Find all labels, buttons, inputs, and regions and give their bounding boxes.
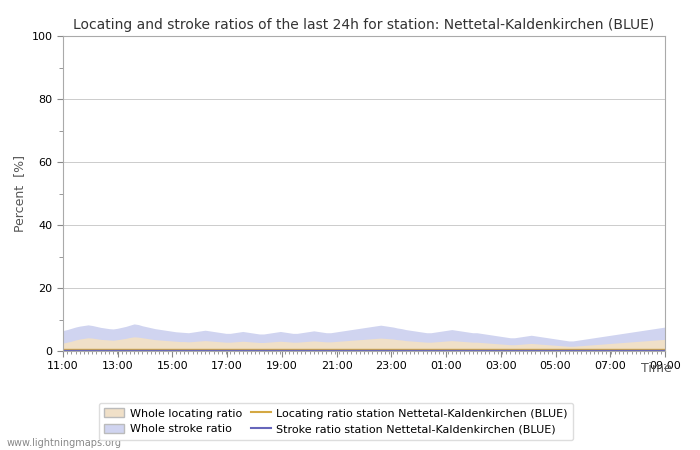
Y-axis label: Percent  [%]: Percent [%] bbox=[13, 155, 26, 232]
Title: Locating and stroke ratios of the last 24h for station: Nettetal-Kaldenkirchen (: Locating and stroke ratios of the last 2… bbox=[74, 18, 654, 32]
Legend: Whole locating ratio, Whole stroke ratio, Locating ratio station Nettetal-Kalden: Whole locating ratio, Whole stroke ratio… bbox=[99, 403, 573, 440]
Text: www.lightningmaps.org: www.lightningmaps.org bbox=[7, 438, 122, 448]
Text: Time: Time bbox=[641, 362, 672, 375]
